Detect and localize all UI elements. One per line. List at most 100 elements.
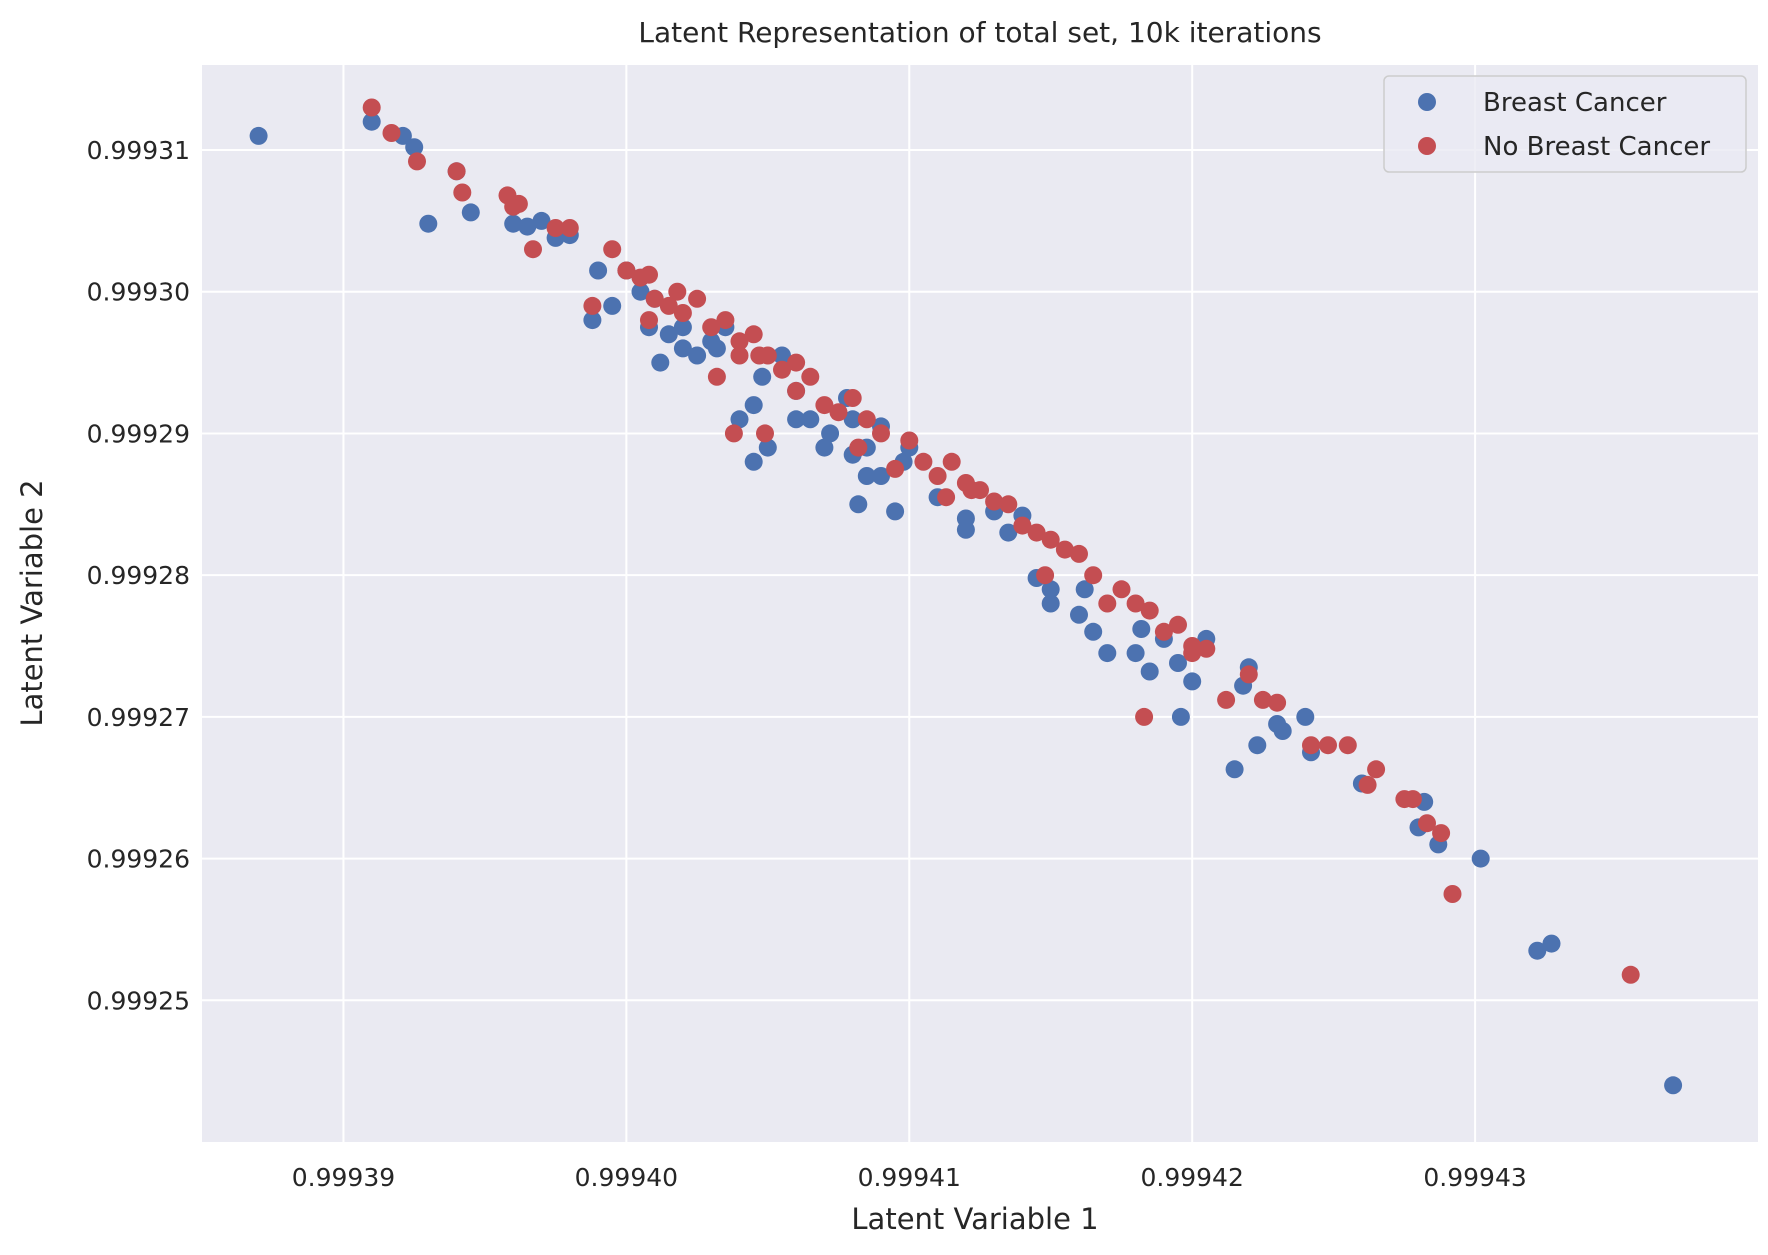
scatter-point — [843, 389, 862, 407]
scatter-point — [756, 424, 774, 443]
scatter-point — [603, 240, 622, 259]
scatter-point — [1248, 736, 1267, 755]
scatter-point — [382, 124, 401, 142]
scatter-point — [668, 282, 687, 301]
scatter-point — [1471, 849, 1490, 868]
scatter-point — [801, 367, 820, 386]
x-tick-label: 0.99943 — [1423, 1163, 1526, 1192]
scatter-point — [1418, 814, 1436, 833]
y-tick-label: 0.99930 — [87, 278, 190, 307]
scatter-point — [589, 261, 608, 280]
scatter-point — [815, 396, 834, 415]
y-tick-label: 0.99931 — [87, 136, 190, 165]
scatter-point — [937, 488, 956, 507]
scatter-point — [461, 203, 480, 222]
scatter-point — [999, 495, 1018, 514]
scatter-point — [1098, 594, 1117, 613]
legend-marker-no-breast-cancer — [1418, 137, 1436, 155]
scatter-point — [1171, 707, 1190, 726]
x-tick-label: 0.99939 — [292, 1163, 395, 1192]
scatter-point — [914, 452, 933, 471]
scatter-point — [362, 98, 381, 117]
scatter-point — [886, 502, 905, 521]
scatter-point — [971, 481, 989, 500]
scatter-point — [872, 467, 890, 485]
scatter-point — [999, 523, 1018, 542]
scatter-point — [1621, 965, 1640, 984]
scatter-point — [821, 424, 840, 443]
scatter-point — [673, 339, 692, 358]
y-tick-labels: 0.99925 0.99926 0.99927 0.99928 0.99929 0.999… — [87, 136, 190, 1015]
scatter-point — [518, 217, 537, 236]
scatter-point — [829, 403, 848, 422]
scatter-point — [362, 112, 381, 131]
scatter-point — [1664, 1076, 1683, 1095]
scatter-point — [707, 367, 726, 386]
scatter-point — [673, 304, 692, 322]
scatter-point — [509, 194, 528, 213]
scatter-point — [1140, 601, 1159, 620]
y-axis-label: Latent Variable 2 — [15, 479, 49, 726]
scatter-point — [744, 452, 763, 471]
scatter-point — [640, 311, 658, 330]
scatter-point — [640, 265, 658, 284]
x-tick-labels: 0.99939 0.99940 0.99941 0.99942 0.99943 — [292, 1163, 1527, 1192]
scatter-point — [1169, 654, 1187, 672]
scatter-point — [872, 424, 890, 443]
scatter-point — [843, 410, 862, 429]
series-breast-cancer — [249, 112, 1683, 1095]
scatter-point — [405, 138, 424, 157]
scatter-point — [724, 424, 743, 443]
scatter-point — [1070, 605, 1088, 624]
x-tick-label: 0.99942 — [1140, 1163, 1243, 1192]
scatter-point — [702, 318, 721, 337]
legend-label-no-breast-cancer: No Breast Cancer — [1483, 132, 1710, 162]
scatter-point — [1403, 790, 1422, 809]
y-tick-label: 0.99925 — [87, 986, 190, 1015]
y-tick-label: 0.99929 — [87, 419, 190, 448]
scatter-point — [1169, 615, 1187, 634]
scatter-point — [1041, 594, 1060, 613]
scatter-point — [408, 152, 426, 171]
scatter-point — [504, 214, 523, 233]
scatter-point — [1268, 693, 1287, 712]
scatter-point — [1225, 760, 1244, 779]
legend-box — [1383, 75, 1747, 173]
scatter-point — [1338, 736, 1357, 755]
scatter-point — [583, 311, 602, 330]
scatter-point — [688, 346, 707, 365]
scatter-point — [1132, 620, 1151, 638]
scatter-point — [773, 360, 791, 379]
scatter-point — [532, 211, 551, 230]
scatter-point — [849, 495, 868, 514]
scatter-point — [1098, 644, 1117, 663]
scatter-point — [645, 289, 664, 308]
scatter-point — [1084, 622, 1103, 641]
scatter-point — [1036, 566, 1055, 585]
scatter-point — [673, 318, 692, 337]
scatter-point — [1443, 885, 1462, 903]
legend: Breast Cancer No Breast Cancer — [1383, 75, 1747, 173]
scatter-point — [1041, 530, 1060, 549]
points-layer — [249, 98, 1683, 1095]
plot-background — [202, 65, 1758, 1142]
scatter-point — [928, 467, 947, 485]
scatter-point — [524, 240, 542, 259]
scatter-point — [744, 325, 763, 344]
scatter-point — [659, 296, 678, 315]
scatter-point — [753, 367, 772, 386]
scatter-point — [801, 410, 820, 429]
scatter-point — [1296, 707, 1315, 726]
scatter-point — [1154, 622, 1173, 641]
scatter-point — [815, 438, 834, 457]
scatter-point — [249, 126, 268, 145]
scatter-point — [1183, 644, 1202, 663]
scatter-point — [1140, 662, 1159, 681]
scatter-point — [1041, 580, 1060, 599]
x-axis-label: Latent Variable 1 — [851, 1202, 1098, 1236]
scatter-point — [1319, 736, 1337, 755]
scatter-point — [787, 353, 806, 372]
scatter-point — [787, 381, 806, 400]
scatter-point — [707, 339, 726, 358]
